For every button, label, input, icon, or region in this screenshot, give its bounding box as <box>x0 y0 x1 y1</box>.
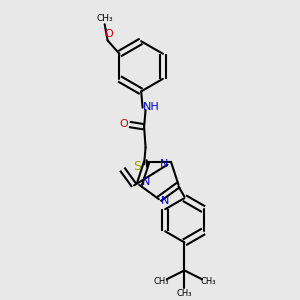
Text: O: O <box>119 119 128 130</box>
Text: NH: NH <box>143 102 160 112</box>
Text: N: N <box>161 196 170 206</box>
Text: CH₃: CH₃ <box>153 277 169 286</box>
Text: S: S <box>134 160 142 173</box>
Text: N: N <box>160 159 169 169</box>
Text: CH₃: CH₃ <box>96 14 113 23</box>
Text: CH₃: CH₃ <box>177 289 192 298</box>
Text: O: O <box>104 29 113 39</box>
Text: CH₃: CH₃ <box>201 277 216 286</box>
Text: N: N <box>142 177 150 187</box>
